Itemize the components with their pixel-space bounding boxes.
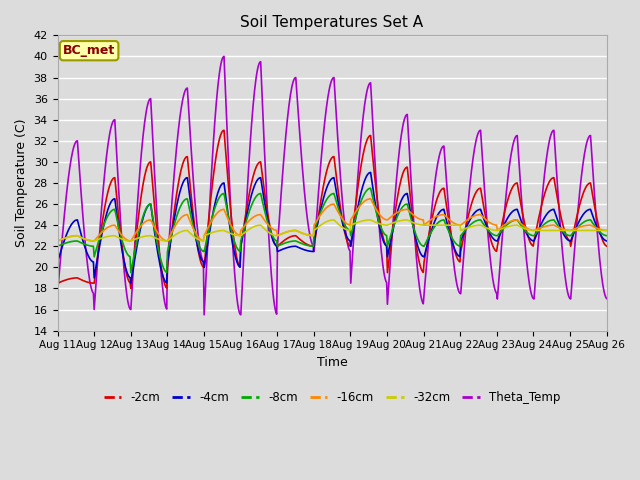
-16cm — [63, 234, 71, 240]
-4cm — [417, 250, 424, 256]
-8cm — [54, 243, 61, 249]
Theta_Temp — [120, 265, 128, 271]
-4cm — [63, 229, 71, 235]
Line: -8cm: -8cm — [58, 188, 607, 273]
-32cm — [176, 229, 184, 235]
Theta_Temp — [63, 183, 71, 189]
-32cm — [399, 217, 407, 223]
-8cm — [367, 185, 374, 191]
Title: Soil Temperatures Set A: Soil Temperatures Set A — [241, 15, 424, 30]
-32cm — [54, 238, 61, 244]
-16cm — [176, 216, 184, 222]
-4cm — [367, 169, 374, 175]
Legend: -2cm, -4cm, -8cm, -16cm, -32cm, Theta_Temp: -2cm, -4cm, -8cm, -16cm, -32cm, Theta_Te… — [99, 387, 565, 409]
-4cm — [603, 238, 611, 244]
-2cm — [54, 280, 61, 286]
-32cm — [330, 217, 338, 223]
Theta_Temp — [205, 206, 213, 212]
Theta_Temp — [54, 291, 61, 297]
-32cm — [205, 231, 212, 237]
Theta_Temp — [176, 116, 184, 122]
-4cm — [120, 258, 128, 264]
-16cm — [399, 207, 407, 213]
-16cm — [367, 196, 374, 202]
-2cm — [127, 286, 134, 291]
-2cm — [401, 168, 408, 173]
-4cm — [401, 192, 408, 198]
Line: -4cm: -4cm — [58, 172, 607, 283]
Theta_Temp — [200, 312, 208, 318]
-8cm — [127, 270, 134, 276]
-32cm — [603, 228, 611, 233]
Line: Theta_Temp: Theta_Temp — [58, 57, 607, 315]
Line: -16cm: -16cm — [58, 199, 607, 241]
Theta_Temp — [401, 117, 408, 123]
-16cm — [415, 216, 423, 222]
X-axis label: Time: Time — [317, 356, 348, 369]
-2cm — [417, 263, 424, 269]
-8cm — [177, 204, 184, 209]
-32cm — [415, 222, 423, 228]
-2cm — [220, 127, 228, 133]
-16cm — [603, 228, 611, 233]
-32cm — [120, 237, 128, 243]
-2cm — [120, 257, 128, 263]
Theta_Temp — [603, 296, 611, 301]
-16cm — [120, 235, 128, 240]
-16cm — [54, 238, 61, 244]
-2cm — [205, 208, 213, 214]
-4cm — [127, 280, 134, 286]
-2cm — [63, 276, 71, 282]
-4cm — [54, 259, 61, 265]
-4cm — [205, 230, 213, 236]
Theta_Temp — [220, 54, 228, 60]
Line: -2cm: -2cm — [58, 130, 607, 288]
-8cm — [205, 225, 213, 230]
Text: BC_met: BC_met — [63, 44, 115, 57]
-16cm — [205, 224, 212, 229]
-8cm — [120, 243, 128, 249]
-32cm — [63, 234, 71, 240]
Line: -32cm: -32cm — [58, 220, 607, 241]
-8cm — [603, 233, 611, 239]
-2cm — [603, 243, 611, 249]
-8cm — [63, 240, 71, 245]
Theta_Temp — [417, 289, 424, 295]
-2cm — [177, 170, 184, 176]
-8cm — [401, 203, 408, 208]
-4cm — [177, 187, 184, 193]
Y-axis label: Soil Temperature (C): Soil Temperature (C) — [15, 119, 28, 247]
-8cm — [417, 240, 424, 246]
